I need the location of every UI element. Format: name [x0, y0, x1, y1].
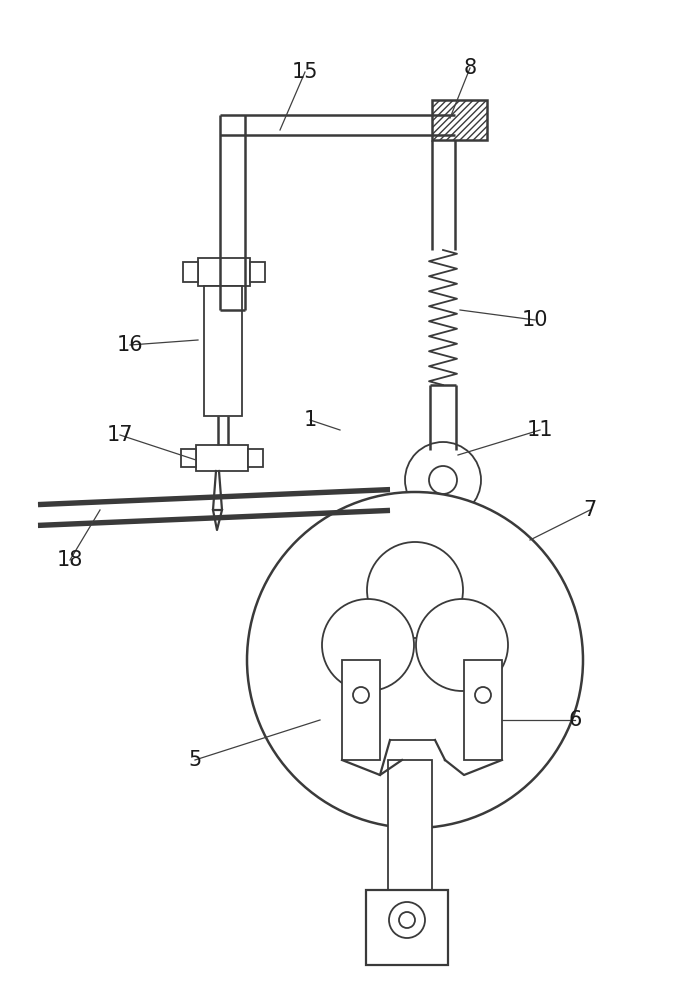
- Bar: [204, 286, 242, 416]
- Text: 7: 7: [583, 500, 597, 520]
- Bar: [342, 660, 380, 760]
- Circle shape: [367, 542, 463, 638]
- Bar: [432, 100, 487, 140]
- Circle shape: [247, 492, 583, 828]
- Text: 17: 17: [107, 425, 133, 445]
- Circle shape: [429, 466, 457, 494]
- Circle shape: [322, 599, 414, 691]
- Bar: [181, 449, 196, 467]
- Circle shape: [416, 599, 508, 691]
- Text: 11: 11: [527, 420, 553, 440]
- Circle shape: [353, 687, 369, 703]
- Text: 1: 1: [303, 410, 316, 430]
- Circle shape: [399, 912, 415, 928]
- Text: 8: 8: [464, 58, 477, 78]
- Circle shape: [389, 902, 425, 938]
- Text: 6: 6: [568, 710, 582, 730]
- Text: 10: 10: [522, 310, 548, 330]
- Circle shape: [475, 687, 491, 703]
- Bar: [366, 890, 448, 965]
- Text: 15: 15: [292, 62, 318, 82]
- Circle shape: [405, 442, 481, 518]
- Bar: [183, 262, 198, 282]
- Bar: [388, 760, 432, 890]
- Bar: [248, 449, 263, 467]
- Bar: [250, 262, 265, 282]
- Bar: [196, 445, 248, 471]
- Text: 5: 5: [188, 750, 202, 770]
- Text: 16: 16: [117, 335, 143, 355]
- Text: 18: 18: [57, 550, 83, 570]
- Bar: [464, 660, 502, 760]
- Bar: [198, 258, 250, 286]
